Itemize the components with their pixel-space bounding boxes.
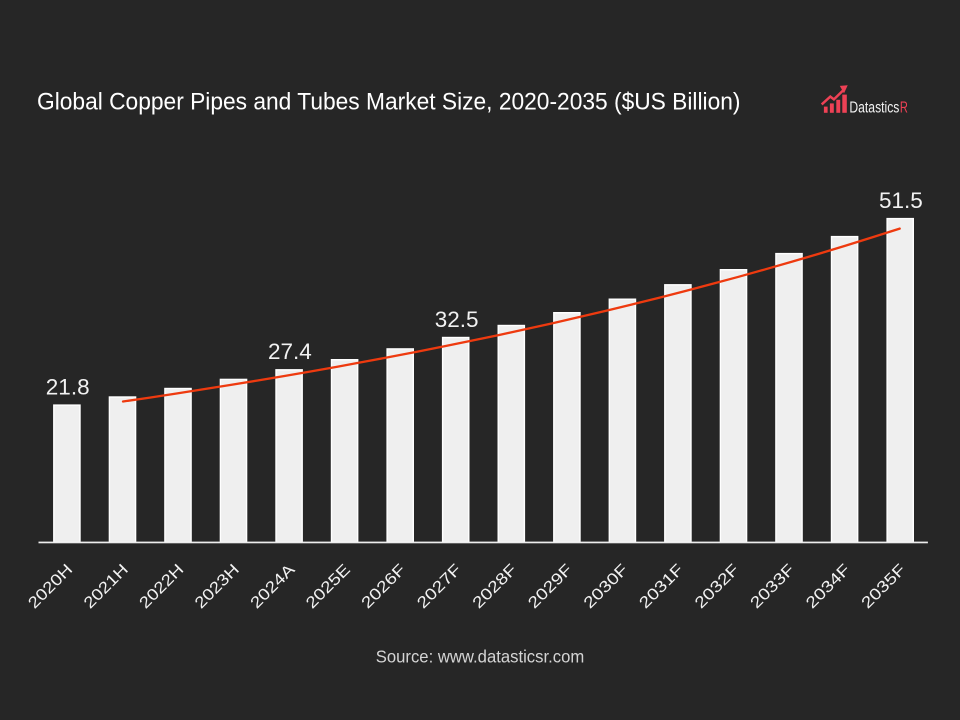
svg-text:R: R xyxy=(900,99,908,116)
svg-text:Source: www.datasticsr.com: Source: www.datasticsr.com xyxy=(376,647,585,667)
svg-text:21.8: 21.8 xyxy=(46,374,90,399)
svg-text:27.4: 27.4 xyxy=(268,339,312,364)
svg-text:51.5: 51.5 xyxy=(879,188,923,213)
svg-text:Datastics: Datastics xyxy=(849,99,899,116)
svg-text:32.5: 32.5 xyxy=(435,307,479,332)
svg-text:Global Copper Pipes and Tubes: Global Copper Pipes and Tubes Market Siz… xyxy=(37,88,741,115)
